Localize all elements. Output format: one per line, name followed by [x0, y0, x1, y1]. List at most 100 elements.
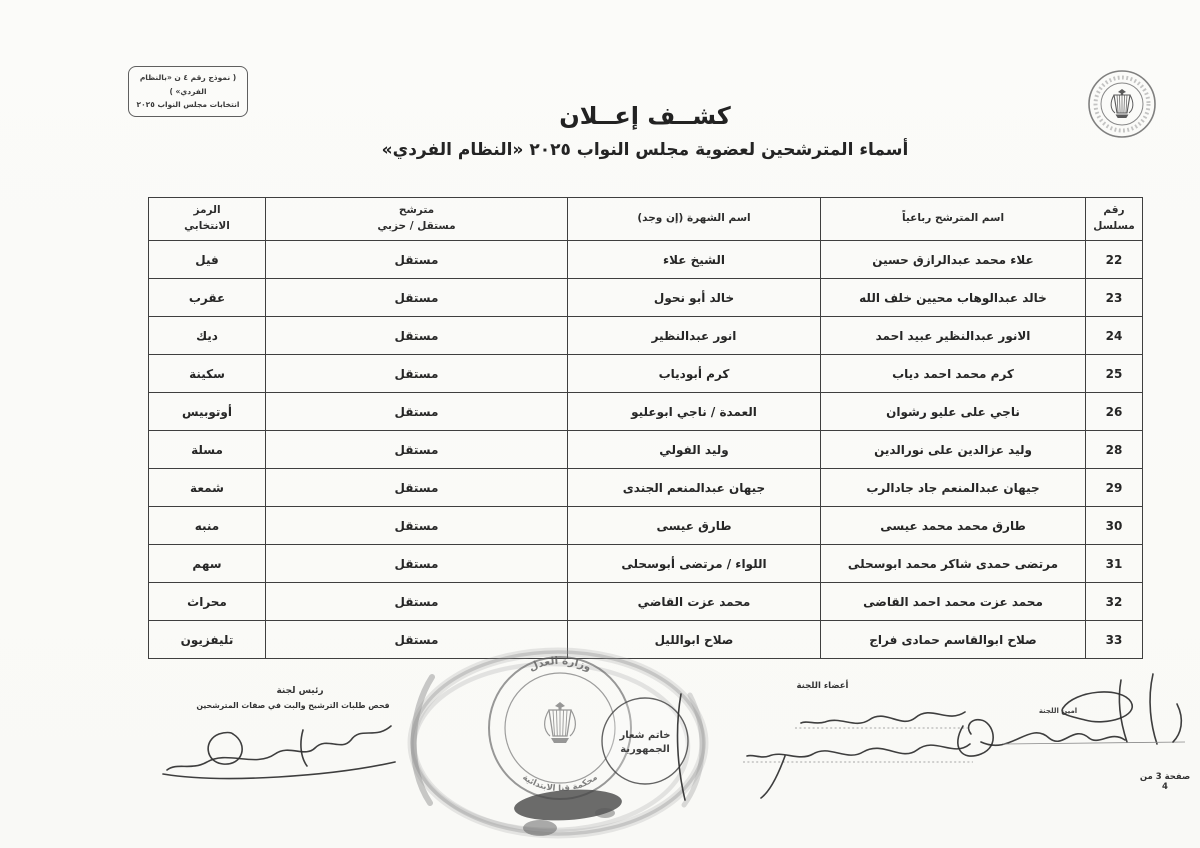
cell-symbol: محراث [148, 582, 266, 621]
form-number-line1: ( نموذج رقم ٤ ن «بالنظام الفردي» ) [139, 73, 237, 96]
cell-name: علاء محمد عبدالرازق حسين [820, 240, 1086, 279]
header-known-name: اسم الشهرة (إن وجد) [567, 197, 821, 241]
cell-status: مستقل [265, 392, 568, 431]
cell-status: مستقل [265, 354, 568, 393]
table-row: 23 خالد عبدالوهاب محيين خلف الله خالد أب… [148, 278, 1143, 317]
cell-known-name: اللواء / مرتضى أبوسحلى [567, 544, 821, 583]
page-title: كشــف إعــلان [559, 102, 731, 130]
cell-symbol: فيل [148, 240, 266, 279]
cell-name: محمد عزت محمد احمد القاضى [820, 582, 1086, 621]
secretary-title: امين اللجنة [1038, 707, 1078, 715]
cell-symbol: سكينة [148, 354, 266, 393]
cell-status: مستقل [265, 620, 568, 659]
page-footer: صفحة 3 من 4 [1139, 772, 1191, 792]
table-row: 26 ناجي على عليو رشوان العمدة / ناجي ابو… [148, 392, 1143, 431]
cell-serial: 29 [1085, 468, 1143, 507]
republic-seal: خاتم شعار الجمهورية [601, 697, 689, 785]
cell-serial: 22 [1085, 240, 1143, 279]
cell-status: مستقل [265, 468, 568, 507]
table-row: 25 كرم محمد احمد دياب كرم أبودياب مستقل … [148, 354, 1143, 393]
cell-symbol: تليفزيون [148, 620, 266, 659]
cell-status: مستقل [265, 430, 568, 469]
form-number-box: ( نموذج رقم ٤ ن «بالنظام الفردي» ) انتخا… [128, 66, 248, 117]
cell-serial: 24 [1085, 316, 1143, 355]
chairman-signature [162, 725, 396, 780]
cell-known-name: محمد عزت القاضي [567, 582, 821, 621]
signature-stroke [676, 693, 973, 801]
cell-status: مستقل [265, 278, 568, 317]
table-row: 33 صلاح ابوالقاسم حمادى فراج صلاح ابوالل… [148, 620, 1143, 659]
cell-serial: 31 [1085, 544, 1143, 583]
header-serial: رقم مسلسل [1085, 197, 1143, 241]
authority-emblem [1088, 70, 1156, 138]
cell-known-name: كرم أبودياب [567, 354, 821, 393]
cell-serial: 30 [1085, 506, 1143, 545]
cell-known-name: العمدة / ناجي ابوعليو [567, 392, 821, 431]
secretary-signature [957, 673, 1186, 757]
cell-symbol: مسلة [148, 430, 266, 469]
cell-symbol: ديك [148, 316, 266, 355]
cell-known-name: صلاح ابوالليل [567, 620, 821, 659]
chairman-title-line1: رئيس لجنة [276, 686, 324, 696]
members-signatures [676, 693, 973, 801]
signature-stroke [162, 725, 396, 780]
cell-serial: 33 [1085, 620, 1143, 659]
signature-stroke [957, 673, 1186, 757]
table-row: 32 محمد عزت محمد احمد القاضى محمد عزت ال… [148, 582, 1143, 621]
cell-status: مستقل [265, 240, 568, 279]
chairman-title-line2: فحص طلبات الترشيح والبت في صفات المترشحي… [196, 701, 390, 710]
table-row: 29 جيهان عبدالمنعم جاد جادالرب جيهان عبد… [148, 468, 1143, 507]
cell-name: خالد عبدالوهاب محيين خلف الله [820, 278, 1086, 317]
cell-serial: 26 [1085, 392, 1143, 431]
cell-status: مستقل [265, 316, 568, 355]
cell-known-name: الشيخ علاء [567, 240, 821, 279]
seal-line2: الجمهورية [620, 744, 670, 755]
cell-status: مستقل [265, 582, 568, 621]
page-subtitle: أسماء المترشحين لعضوية مجلس النواب ٢٠٢٥ … [381, 140, 909, 160]
cell-known-name: خالد أبو نحول [567, 278, 821, 317]
cell-name: الانور عبدالنظير عبيد احمد [820, 316, 1086, 355]
cell-name: مرتضى حمدى شاكر محمد ابوسحلى [820, 544, 1086, 583]
cell-serial: 28 [1085, 430, 1143, 469]
cell-name: صلاح ابوالقاسم حمادى فراج [820, 620, 1086, 659]
cell-name: طارق محمد محمد عيسى [820, 506, 1086, 545]
cell-known-name: جيهان عبدالمنعم الجندى [567, 468, 821, 507]
cell-symbol: شمعة [148, 468, 266, 507]
cell-symbol: سهم [148, 544, 266, 583]
cell-status: مستقل [265, 544, 568, 583]
cell-known-name: وليد الفولي [567, 430, 821, 469]
table-row: 31 مرتضى حمدى شاكر محمد ابوسحلى اللواء /… [148, 544, 1143, 583]
header-name: اسم المترشح رباعياً [820, 197, 1086, 241]
cell-serial: 25 [1085, 354, 1143, 393]
table-row: 22 علاء محمد عبدالرازق حسين الشيخ علاء م… [148, 240, 1143, 279]
header-status: مترشح مستقل / حزبي [265, 197, 568, 241]
emblem-text-ring [1093, 75, 1151, 133]
members-title: أعضاء اللجنة [796, 681, 849, 691]
candidates-table: رقم مسلسل اسم المترشح رباعياً اسم الشهرة … [148, 197, 1143, 659]
cell-symbol: أوتوبيس [148, 392, 266, 431]
cell-name: ناجي على عليو رشوان [820, 392, 1086, 431]
title-block: كشــف إعــلان أسماء المترشحين لعضوية مجل… [148, 102, 1142, 160]
header-symbol: الرمز الانتخابي [148, 197, 266, 241]
ministry-stamp: وزارة العدل محكمة قنا الابتدائية خاتم شع… [407, 647, 709, 839]
cell-name: كرم محمد احمد دياب [820, 354, 1086, 393]
table-row: 30 طارق محمد محمد عيسى طارق عيسى مستقل م… [148, 506, 1143, 545]
cell-known-name: طارق عيسى [567, 506, 821, 545]
ink-smudge [514, 789, 622, 836]
cell-name: جيهان عبدالمنعم جاد جادالرب [820, 468, 1086, 507]
cell-symbol: عقرب [148, 278, 266, 317]
cell-known-name: انور عبدالنظير [567, 316, 821, 355]
table-row: 28 وليد عزالدين على نورالدين وليد الفولي… [148, 430, 1143, 469]
table-row: 24 الانور عبدالنظير عبيد احمد انور عبدال… [148, 316, 1143, 355]
form-number-line2: انتخابات مجلس النواب ٢٠٢٥ [136, 100, 240, 109]
seal-line1: خاتم شعار [618, 730, 670, 741]
cell-serial: 32 [1085, 582, 1143, 621]
cell-symbol: منبه [148, 506, 266, 545]
cell-status: مستقل [265, 506, 568, 545]
cell-serial: 23 [1085, 278, 1143, 317]
eagle-icon [1110, 89, 1134, 118]
cell-name: وليد عزالدين على نورالدين [820, 430, 1086, 469]
table-header: رقم مسلسل اسم المترشح رباعياً اسم الشهرة … [148, 197, 1143, 241]
stamp-eagle-icon [544, 702, 576, 743]
